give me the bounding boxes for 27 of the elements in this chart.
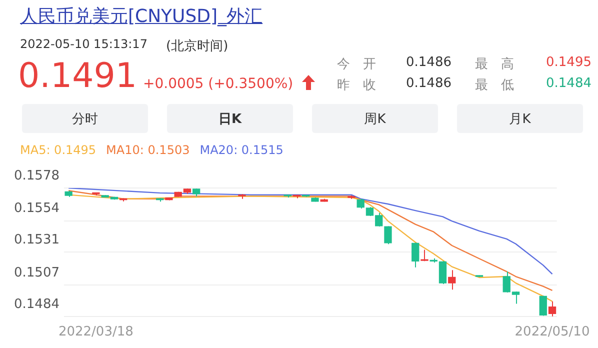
- text: MA20: 0.1515: [200, 143, 284, 157]
- text: 日K: [167, 104, 293, 133]
- x-tick-label: 2022/03/18: [58, 324, 134, 340]
- text: 0.1491: [18, 56, 137, 96]
- text: 分时: [22, 104, 148, 133]
- y-tick-label: 0.1554: [14, 201, 60, 216]
- text: 最 高: [475, 56, 514, 73]
- text: (北京时间): [166, 38, 228, 55]
- text: 0.1486: [406, 76, 452, 91]
- y-tick-label: 0.1507: [14, 265, 60, 280]
- text: 今 开: [337, 56, 376, 73]
- text: 昨 收: [337, 77, 376, 94]
- text: 最 低: [475, 77, 514, 94]
- x-tick-label: 2022/05/10: [514, 324, 590, 340]
- text: 月K: [457, 104, 583, 133]
- text: 0.1495: [546, 55, 592, 70]
- chart-subtitle: 2022-05-10 15:13:17: [20, 37, 148, 51]
- y-tick-label: 0.1484: [14, 296, 60, 312]
- y-tick-label: 0.1578: [14, 168, 60, 184]
- chart-title: 人民币兑美元[CNYUSD]_外汇: [20, 5, 263, 28]
- y-tick-label: 0.1531: [14, 232, 60, 248]
- text: MA10: 0.1503: [106, 143, 190, 157]
- text: 周K: [312, 104, 438, 133]
- text: +0.0005 (+0.3500%): [143, 76, 294, 92]
- text: MA5: 0.1495: [20, 143, 96, 157]
- text: 0.1484: [546, 76, 592, 91]
- text: 0.1486: [406, 55, 452, 70]
